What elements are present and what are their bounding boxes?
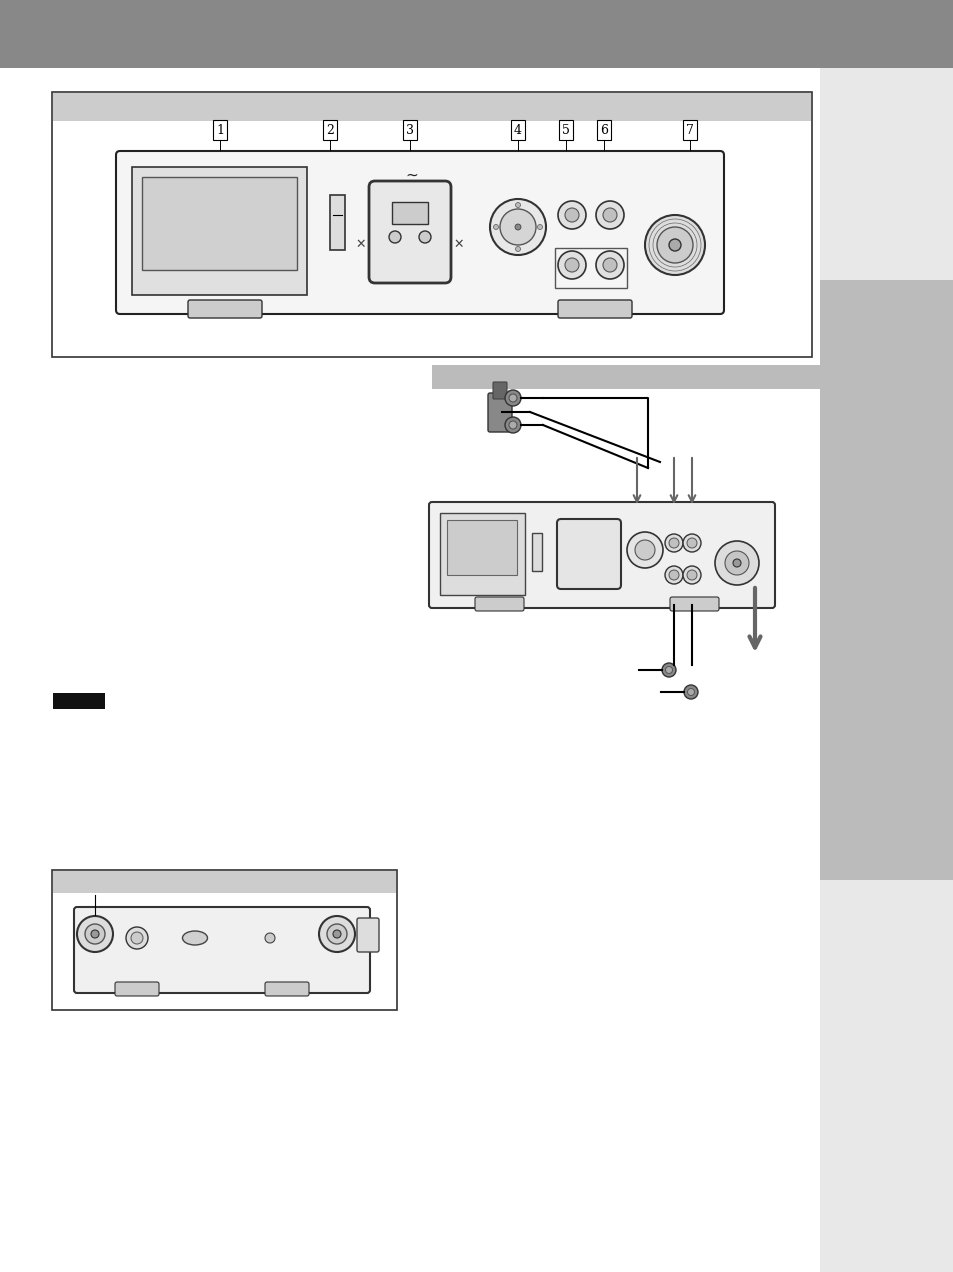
Text: 7: 7 <box>685 123 693 136</box>
Circle shape <box>515 202 520 207</box>
Circle shape <box>564 258 578 272</box>
FancyBboxPatch shape <box>488 393 512 432</box>
Text: 1: 1 <box>215 123 224 136</box>
Circle shape <box>686 570 697 580</box>
Circle shape <box>687 688 694 696</box>
Circle shape <box>537 224 542 229</box>
Circle shape <box>131 932 143 944</box>
Circle shape <box>682 566 700 584</box>
Circle shape <box>318 916 355 951</box>
Circle shape <box>499 209 536 245</box>
Text: 3: 3 <box>406 123 414 136</box>
Circle shape <box>602 209 617 223</box>
FancyBboxPatch shape <box>265 982 309 996</box>
Circle shape <box>664 534 682 552</box>
Bar <box>820 67 953 1272</box>
Circle shape <box>504 417 520 432</box>
Circle shape <box>664 566 682 584</box>
Text: 4: 4 <box>514 123 521 136</box>
FancyBboxPatch shape <box>429 502 774 608</box>
Circle shape <box>515 224 520 230</box>
Circle shape <box>265 932 274 943</box>
Circle shape <box>389 232 400 243</box>
Bar <box>820 0 953 67</box>
FancyBboxPatch shape <box>188 300 262 318</box>
Bar <box>53 871 395 893</box>
Circle shape <box>602 258 617 272</box>
FancyBboxPatch shape <box>493 382 506 399</box>
FancyBboxPatch shape <box>356 918 378 951</box>
Circle shape <box>626 532 662 569</box>
Circle shape <box>490 198 545 254</box>
FancyBboxPatch shape <box>475 597 523 611</box>
Circle shape <box>558 201 585 229</box>
Circle shape <box>668 570 679 580</box>
FancyBboxPatch shape <box>74 907 370 993</box>
Bar <box>820 280 953 880</box>
Circle shape <box>493 224 498 229</box>
Circle shape <box>91 930 99 937</box>
Text: ✕: ✕ <box>355 238 366 251</box>
Circle shape <box>515 247 520 252</box>
Circle shape <box>661 663 676 677</box>
Text: ~: ~ <box>405 168 418 182</box>
Circle shape <box>686 538 697 548</box>
Circle shape <box>77 916 112 951</box>
Circle shape <box>333 930 340 937</box>
Circle shape <box>714 541 759 585</box>
Bar <box>439 513 524 595</box>
Text: 5: 5 <box>561 123 569 136</box>
Circle shape <box>327 923 347 944</box>
Bar <box>53 93 810 121</box>
Circle shape <box>504 391 520 406</box>
Bar <box>0 0 820 67</box>
Bar <box>447 520 517 575</box>
FancyBboxPatch shape <box>115 982 159 996</box>
Circle shape <box>418 232 431 243</box>
Circle shape <box>596 251 623 279</box>
Bar <box>432 365 820 389</box>
FancyBboxPatch shape <box>557 519 620 589</box>
Text: 6: 6 <box>599 123 607 136</box>
Circle shape <box>668 239 680 251</box>
Circle shape <box>657 226 692 263</box>
FancyBboxPatch shape <box>369 181 451 282</box>
Bar <box>532 533 541 571</box>
Bar <box>132 167 307 295</box>
Text: 2: 2 <box>326 123 334 136</box>
Circle shape <box>126 927 148 949</box>
Circle shape <box>509 421 517 429</box>
Circle shape <box>732 558 740 567</box>
Circle shape <box>564 209 578 223</box>
FancyBboxPatch shape <box>669 597 719 611</box>
Bar <box>392 202 428 224</box>
Circle shape <box>682 534 700 552</box>
Circle shape <box>683 686 698 700</box>
FancyBboxPatch shape <box>558 300 631 318</box>
Circle shape <box>665 667 672 673</box>
Circle shape <box>644 215 704 275</box>
Text: ✕: ✕ <box>454 238 464 251</box>
FancyBboxPatch shape <box>52 870 396 1010</box>
FancyBboxPatch shape <box>52 92 811 357</box>
Bar <box>555 248 626 287</box>
Circle shape <box>635 541 655 560</box>
Bar <box>330 195 345 251</box>
Circle shape <box>724 551 748 575</box>
Circle shape <box>509 394 517 402</box>
Circle shape <box>558 251 585 279</box>
Circle shape <box>668 538 679 548</box>
Circle shape <box>85 923 105 944</box>
Bar <box>53 693 105 709</box>
Circle shape <box>596 201 623 229</box>
FancyBboxPatch shape <box>116 151 723 314</box>
Ellipse shape <box>182 931 208 945</box>
Bar <box>142 177 296 270</box>
